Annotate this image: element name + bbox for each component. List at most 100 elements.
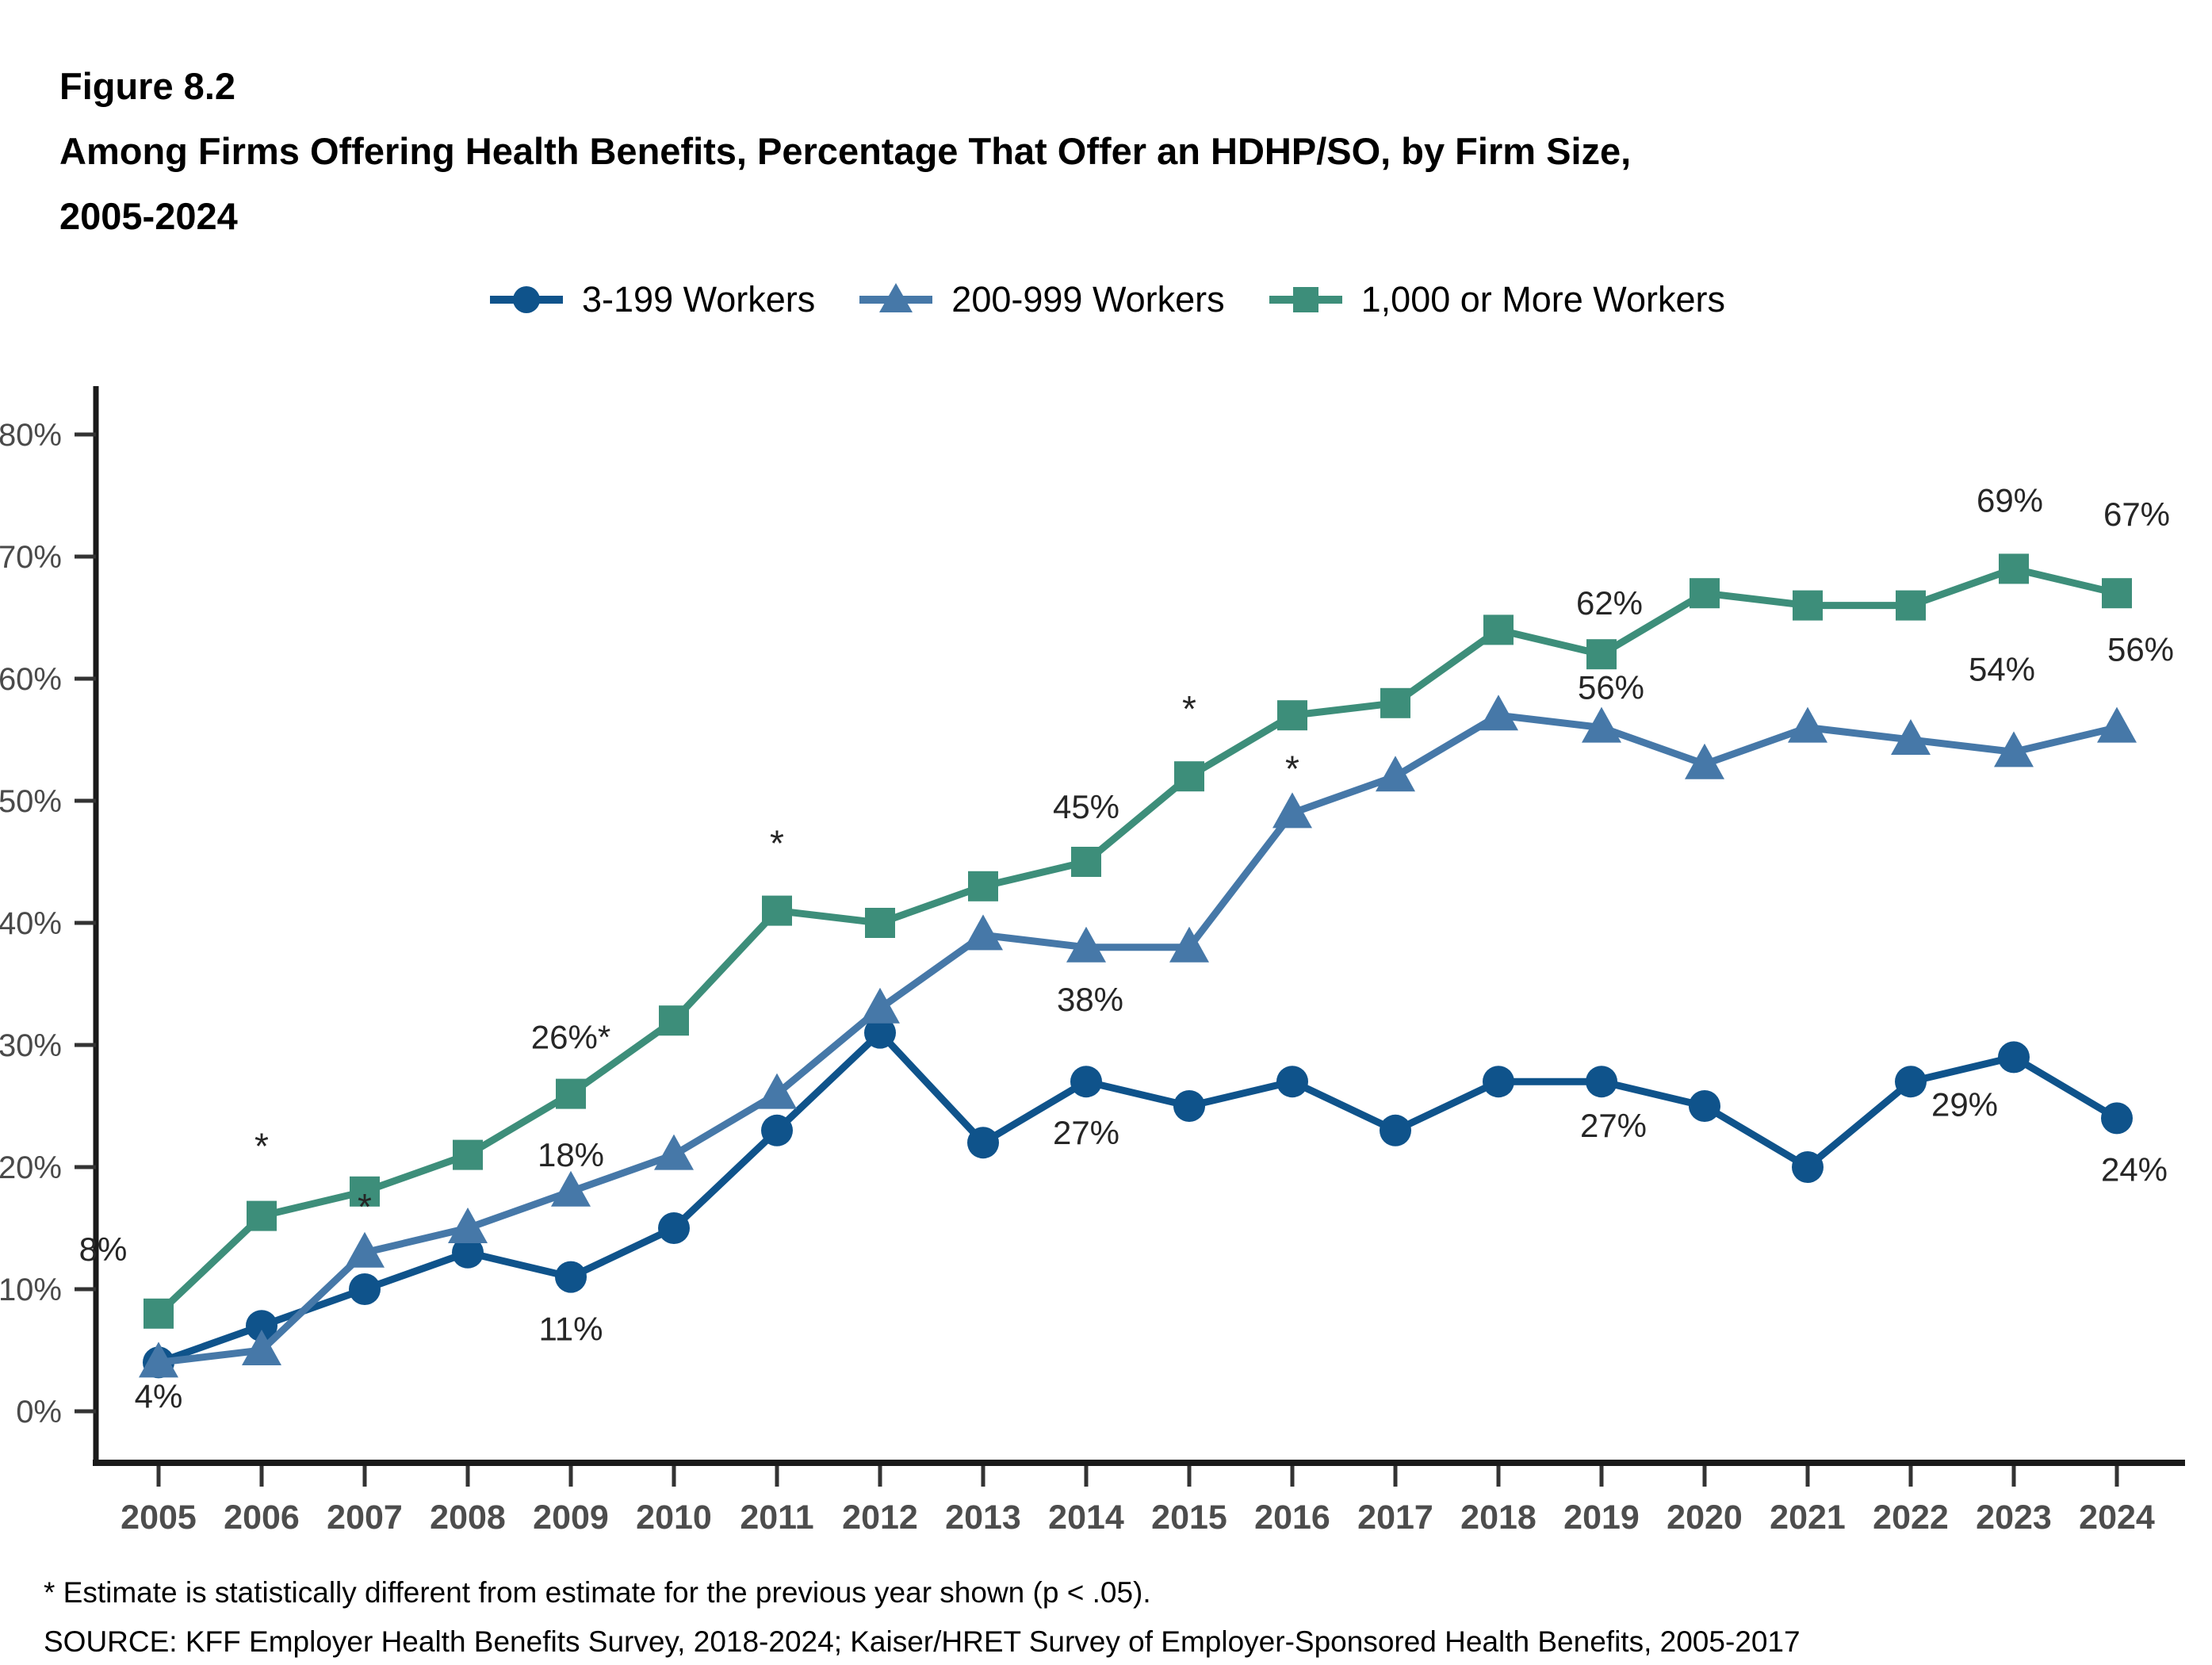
data-point-label: 8% [79, 1231, 128, 1268]
x-tick-label: 2009 [533, 1498, 609, 1537]
data-point-label: 62% [1576, 584, 1643, 622]
data-point-label: 54% [1969, 650, 2035, 687]
data-point-triangle [1788, 706, 1827, 743]
y-tick-label: 20% [0, 1150, 62, 1185]
data-point-circle [1586, 1066, 1617, 1098]
data-point-label: 69% [1977, 481, 2043, 519]
y-tick-label: 80% [0, 418, 62, 453]
data-point-circle [1173, 1090, 1205, 1122]
legend-label: 1,000 or More Workers [1360, 279, 1725, 320]
data-point-circle [246, 1310, 277, 1342]
data-point-square [2102, 578, 2132, 609]
series-line [158, 711, 2118, 1366]
data-point-label: 27% [1053, 1114, 1119, 1151]
x-tick-label: 2019 [1563, 1498, 1640, 1537]
asterisk-note: * Estimate is statistically different fr… [44, 1576, 1151, 1609]
legend-item-1-000-or-more-workers: 1,000 or More Workers [1266, 279, 1725, 320]
data-point-circle [1070, 1066, 1102, 1098]
data-point-square [247, 1200, 277, 1231]
data-point-triangle [1376, 756, 1415, 792]
square-legend-marker-icon [1269, 287, 1342, 312]
data-point-label: 67% [2103, 496, 2170, 533]
data-point-triangle [860, 987, 900, 1024]
data-point-square [968, 871, 998, 901]
legend: 3-199 Workers 200-999 Workers 1,000 or Mor… [0, 279, 2212, 320]
circle-legend-marker-icon [490, 286, 564, 313]
significance-asterisks: * * * * * [254, 688, 1299, 1227]
data-point-circle [349, 1273, 381, 1305]
legend-label: 3-199 Workers [582, 279, 816, 320]
significance-asterisk: * [254, 1126, 269, 1167]
data-point-square [1380, 687, 1410, 718]
x-tick-label: 2021 [1770, 1498, 1846, 1537]
y-tick-label: 40% [0, 906, 62, 941]
legend-label: 200-999 Workers [951, 279, 1225, 320]
data-point-circle [761, 1114, 793, 1146]
data-point-triangle [448, 1208, 488, 1243]
data-point-square [453, 1139, 483, 1170]
data-point-triangle [1685, 743, 1724, 779]
significance-asterisk: * [1182, 688, 1196, 729]
data-point-label: 56% [2107, 631, 2174, 668]
data-point-square [1071, 847, 1101, 877]
data-point-triangle [242, 1330, 281, 1365]
x-tick-label: 2020 [1667, 1498, 1743, 1537]
triangle-legend-marker-icon [859, 283, 933, 312]
series-200-999-workers [139, 695, 2137, 1378]
figure-title-years: 2005-2024 [59, 195, 238, 237]
data-point-square [865, 908, 895, 938]
data-point-circle [1689, 1090, 1720, 1122]
data-point-circle [1483, 1066, 1514, 1098]
data-point-square [1690, 578, 1720, 609]
figure-title: Among Firms Offering Health Benefits, Pe… [59, 130, 1632, 172]
data-point-square [1277, 700, 1307, 731]
data-point-label: 27% [1580, 1107, 1647, 1144]
data-point-triangle [1582, 706, 1621, 743]
data-point-circle [1998, 1041, 2030, 1074]
x-tick-label: 2012 [842, 1498, 918, 1537]
data-point-circle [1276, 1066, 1308, 1098]
x-tick-label: 2008 [430, 1498, 506, 1537]
data-point-label: 45% [1053, 788, 1119, 825]
data-point-square [350, 1176, 380, 1207]
source-note: SOURCE: KFF Employer Health Benefits Sur… [44, 1625, 1801, 1658]
data-point-triangle [757, 1073, 797, 1109]
data-point-square [1896, 590, 1926, 621]
figure-title-block: Figure 8.2 Among Firms Offering Health B… [59, 54, 1631, 249]
figure-number: Figure 8.2 [59, 65, 236, 107]
data-point-triangle [1272, 792, 1312, 829]
x-tick-label: 2018 [1460, 1498, 1537, 1537]
y-tick-label: 50% [0, 784, 62, 819]
x-tick-label: 2024 [2079, 1498, 2155, 1537]
data-point-square [762, 895, 792, 926]
data-point-label: 29% [1931, 1085, 1998, 1123]
data-point-square [1999, 553, 2029, 584]
axes [93, 386, 2185, 1466]
data-labels: 8% 4% 26%* 18% 11% 45% 38% 27% 62% 56% 27% 69% 54% 29… [79, 481, 2174, 1414]
y-tick-label: 10% [0, 1273, 62, 1307]
series-line [155, 565, 2118, 1317]
data-point-label: 38% [1057, 981, 1123, 1018]
data-point-circle [967, 1127, 999, 1159]
data-point-label: 4% [135, 1377, 183, 1414]
data-point-square [144, 1298, 174, 1329]
footnotes: * Estimate is statistically different fr… [44, 1568, 1801, 1665]
significance-asterisk: * [770, 823, 784, 864]
data-point-triangle [1066, 926, 1106, 963]
data-point-square [556, 1078, 586, 1109]
data-point-triangle [1891, 719, 1931, 755]
data-point-square [1586, 639, 1617, 670]
x-tick-label: 2015 [1151, 1498, 1227, 1537]
data-point-triangle [654, 1134, 694, 1170]
series-3-199-workers [143, 1016, 2133, 1379]
data-point-circle [1380, 1114, 1411, 1146]
data-point-square [1174, 761, 1204, 792]
data-point-circle [1792, 1151, 1824, 1183]
data-point-triangle [1994, 731, 2034, 767]
x-tick-label: 2007 [327, 1498, 403, 1537]
significance-asterisk: * [1285, 748, 1299, 789]
data-point-circle [864, 1016, 896, 1049]
data-point-triangle [551, 1170, 591, 1207]
